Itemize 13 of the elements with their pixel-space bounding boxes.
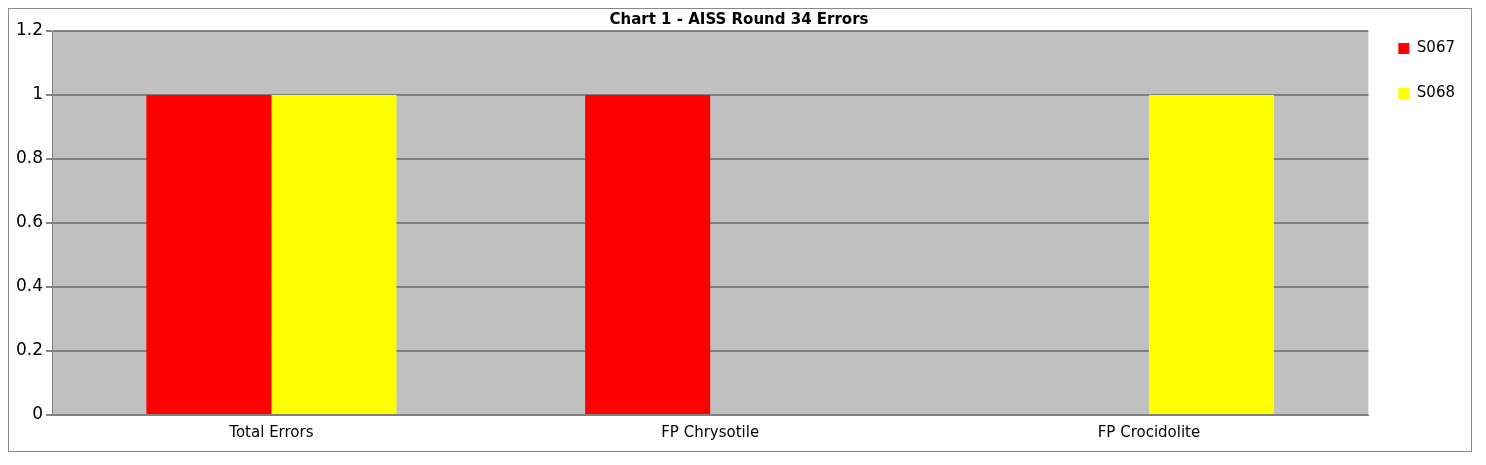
x-tick-label: FP Crocidolite xyxy=(1097,422,1201,441)
y-tick-label: 0 xyxy=(32,403,44,424)
y-tick-label: 0.2 xyxy=(15,339,44,360)
chart-title: Chart 1 - AISS Round 34 Errors xyxy=(609,9,869,28)
x-tick-label: FP Chrysotile xyxy=(661,422,760,441)
y-tick-label: 0.8 xyxy=(15,147,44,168)
y-tick-label: 1 xyxy=(32,83,44,104)
legend-label: S068 xyxy=(1416,83,1455,102)
legend-label: S067 xyxy=(1416,38,1455,57)
x-tick-label: Total Errors xyxy=(228,422,314,441)
y-tick-label: 0.6 xyxy=(15,211,44,232)
y-tick-label: 0.4 xyxy=(15,275,44,296)
y-tick-label: 1.2 xyxy=(15,19,44,40)
